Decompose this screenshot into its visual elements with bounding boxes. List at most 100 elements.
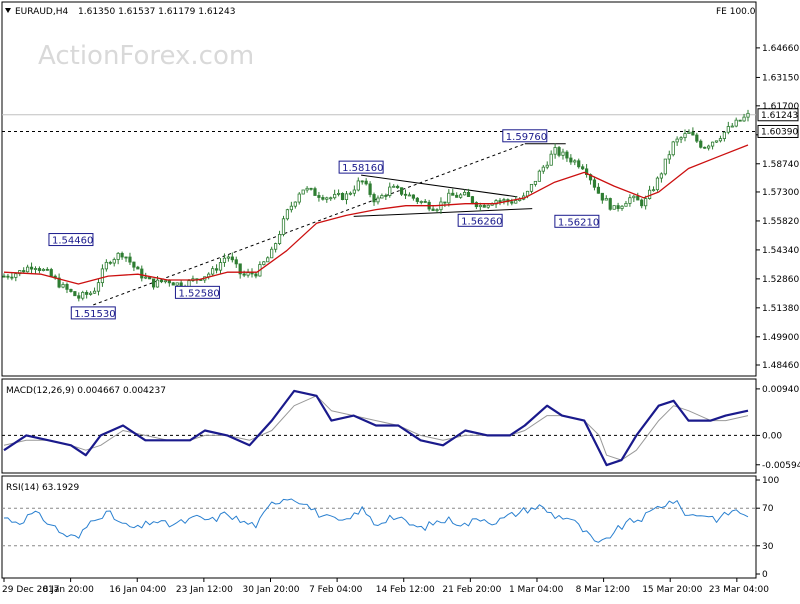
x-tick-label: 1 Mar 04:00 <box>509 585 564 595</box>
x-tick-label: 16 Jan 04:00 <box>109 585 166 595</box>
header: EURAUD,H4 1.61350 1.61537 1.61179 1.6124… <box>5 7 756 17</box>
candle-body <box>659 173 663 179</box>
candle-body <box>411 194 415 199</box>
candle-body <box>604 198 608 201</box>
candle-body <box>474 202 478 208</box>
candle-body <box>104 261 108 270</box>
price-layer: 1.54460 1.51530 1.52580 1.58160 1.56260 1.597… <box>2 109 756 320</box>
x-tick-label: 15 Mar 20:00 <box>642 585 702 595</box>
candle-body <box>45 268 49 271</box>
candle-body <box>553 147 557 155</box>
candle-body <box>155 279 160 288</box>
candle-body <box>124 256 128 259</box>
annotation-label: 1.58160 <box>342 163 383 174</box>
candle-body <box>108 261 112 264</box>
candle-body <box>557 147 561 156</box>
candle-body <box>695 134 699 142</box>
candle-body <box>368 183 372 195</box>
annotation-label: 1.59760 <box>506 132 547 143</box>
price-annotation: 1.59760 <box>502 129 548 143</box>
y-tick-label: 1.64660 <box>762 44 799 54</box>
candle-body <box>486 204 490 208</box>
rsi-y-tick-label: 0 <box>762 570 768 580</box>
candle-body <box>726 126 730 133</box>
y-tick-label: 1.57300 <box>762 188 799 198</box>
candle-body <box>246 272 250 276</box>
candle-body <box>57 277 61 288</box>
candle-body <box>266 257 270 263</box>
candle-body <box>136 266 140 270</box>
candle-body <box>77 295 81 299</box>
candle-body <box>470 196 475 203</box>
candle-body <box>388 186 392 196</box>
macd-layer <box>2 389 756 467</box>
fe-label: FE 100.0 <box>716 7 756 17</box>
candle-body <box>317 195 321 198</box>
candle-body <box>348 192 353 195</box>
candle-body <box>498 200 502 203</box>
candle-body <box>691 131 695 136</box>
rising-trendline <box>93 143 525 306</box>
candle-body <box>482 204 486 208</box>
candle-body <box>29 266 34 270</box>
candle-body <box>510 201 514 204</box>
candle-body <box>703 146 707 149</box>
candle-body <box>616 205 620 209</box>
candle-body <box>214 268 219 271</box>
candle-body <box>69 288 73 292</box>
candle-body <box>10 276 14 279</box>
candle-body <box>451 192 455 196</box>
candle-body <box>301 189 305 195</box>
candle-body <box>274 243 278 250</box>
candle-body <box>663 158 667 175</box>
candle-body <box>340 192 345 200</box>
price-annotation: 1.54460 <box>48 233 94 247</box>
rsi-title: RSI(14) 63.1929 <box>6 483 79 493</box>
candle-body <box>699 140 703 148</box>
candle-body <box>443 201 447 204</box>
candle-body <box>549 153 553 166</box>
candle-body <box>734 119 738 127</box>
candle-body <box>380 195 384 199</box>
candle-body <box>746 112 750 118</box>
candle-body <box>687 131 691 134</box>
annotation-label: 1.54460 <box>52 236 93 247</box>
candle-body <box>360 180 364 183</box>
candle-body <box>309 187 313 190</box>
price-annotation: 1.56210 <box>554 214 600 228</box>
candle-body <box>281 218 286 235</box>
rsi-y-tick-label: 30 <box>762 542 774 552</box>
candle-body <box>254 273 258 277</box>
candle-body <box>352 189 356 194</box>
candle-body <box>120 252 124 258</box>
symbol-label: EURAUD,H4 <box>15 7 68 17</box>
candle-body <box>18 270 22 275</box>
candle-body <box>242 273 246 276</box>
candle-body <box>620 205 624 209</box>
annotation-box <box>502 129 548 143</box>
price-tag-box <box>757 124 799 138</box>
candle-body <box>163 280 167 283</box>
macd-y-tick-label: 0.009407 <box>762 385 800 395</box>
x-tick-label: 30 Jan 20:00 <box>242 585 299 595</box>
moving-average-line <box>3 144 749 285</box>
annotation-label: 1.56260 <box>461 216 502 227</box>
annotation-box <box>554 214 600 228</box>
candle-body <box>714 140 719 143</box>
candle-body <box>624 202 628 207</box>
candle-body <box>2 275 6 278</box>
triangle-lower-line <box>353 208 533 217</box>
annotation-box <box>70 306 116 320</box>
macd-line <box>3 389 749 467</box>
candle-body <box>333 193 337 199</box>
candle-body <box>707 145 711 149</box>
candle-body <box>541 166 545 172</box>
candle-body <box>596 186 601 194</box>
candle-body <box>262 261 266 265</box>
candle-body <box>565 151 569 159</box>
candle-body <box>529 183 534 192</box>
candle-body <box>230 256 234 261</box>
candle-body <box>644 198 648 207</box>
candle-body <box>144 276 148 279</box>
